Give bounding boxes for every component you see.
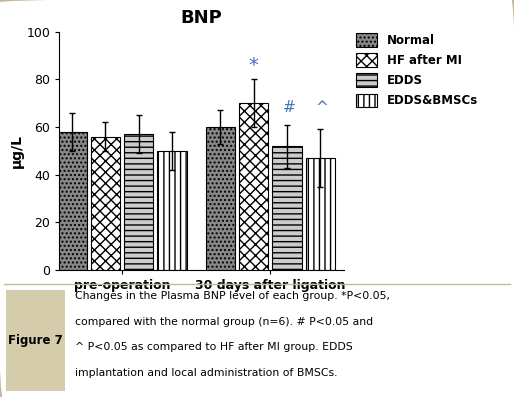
Title: BNP: BNP	[181, 10, 223, 27]
Bar	[239, 103, 268, 270]
Bar	[272, 146, 302, 270]
Text: Changes in the Plasma BNP level of each group. *P<0.05,: Changes in the Plasma BNP level of each …	[75, 291, 390, 301]
Bar	[91, 137, 120, 270]
Text: ^: ^	[316, 100, 328, 115]
Bar	[58, 132, 87, 270]
Bar	[157, 151, 187, 270]
Text: *: *	[249, 56, 259, 75]
Bar	[206, 127, 235, 270]
Text: ^ P<0.05 as compared to HF after MI group. EDDS: ^ P<0.05 as compared to HF after MI grou…	[75, 342, 352, 353]
Bar	[124, 134, 154, 270]
Text: #: #	[282, 100, 295, 115]
Bar	[306, 158, 335, 270]
Y-axis label: μg/L: μg/L	[9, 134, 24, 168]
Text: implantation and local administration of BMSCs.: implantation and local administration of…	[75, 368, 337, 378]
Text: compared with the normal group (n=6). # P<0.05 and: compared with the normal group (n=6). # …	[75, 316, 373, 327]
Legend: Normal, HF after MI, EDDS, EDDS&BMSCs: Normal, HF after MI, EDDS, EDDS&BMSCs	[356, 33, 478, 107]
Text: Figure 7: Figure 7	[8, 334, 63, 347]
